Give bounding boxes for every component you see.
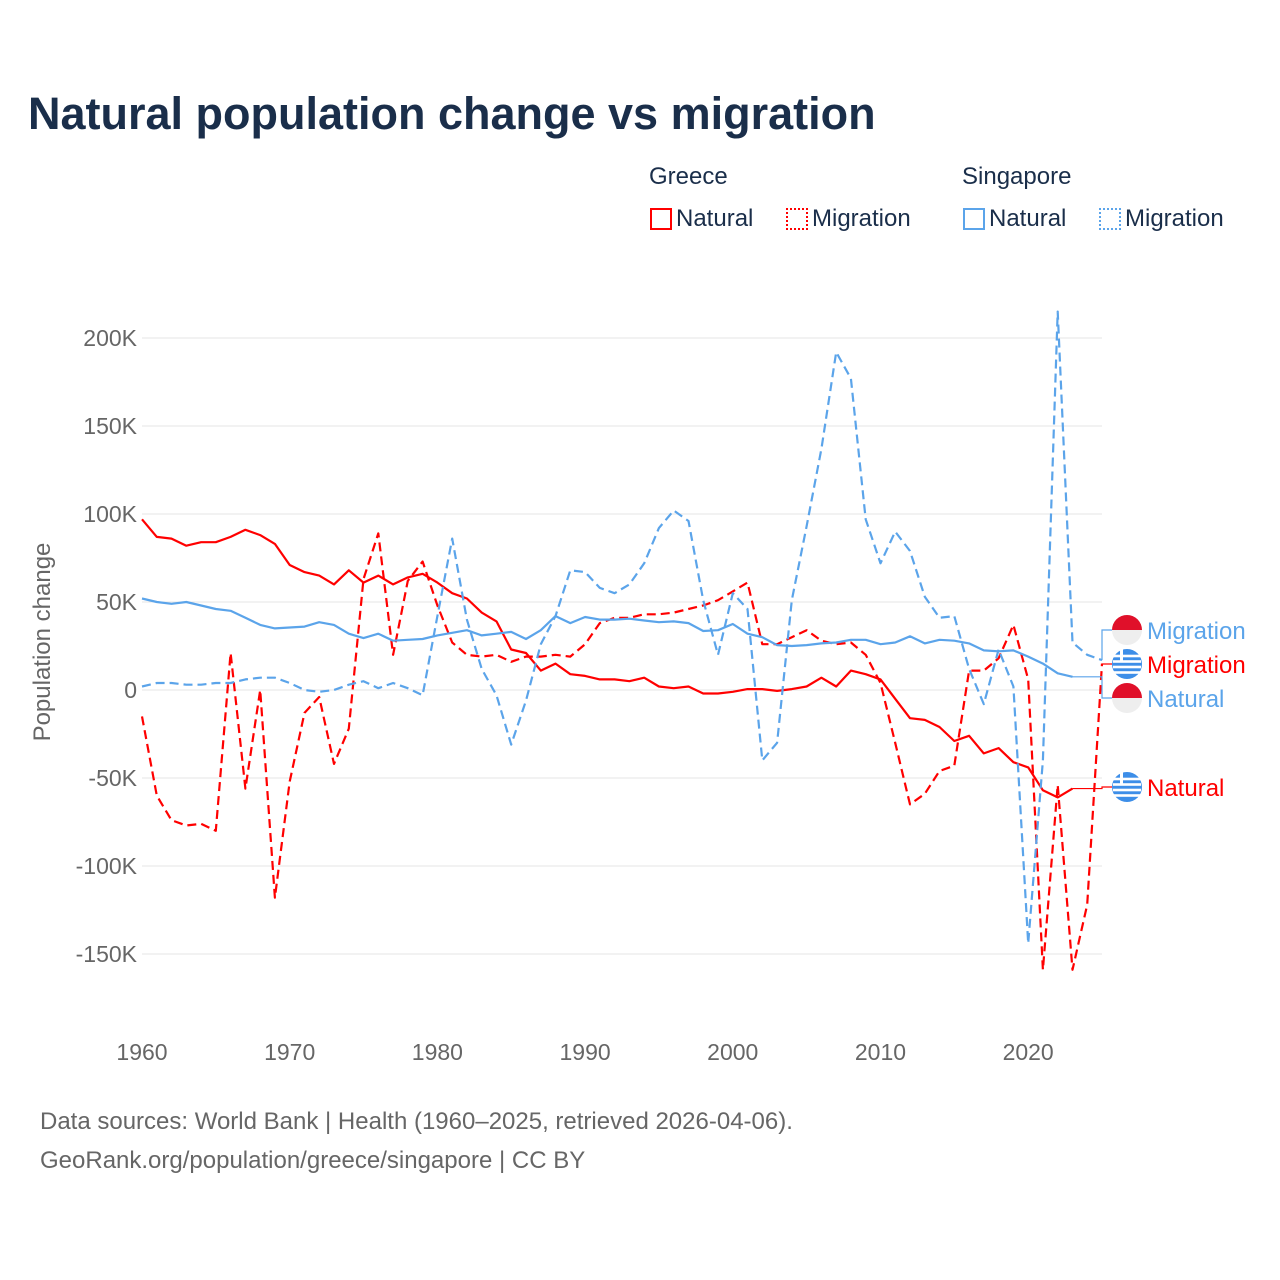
x-tick-label: 1980 — [412, 1039, 463, 1065]
flag-red-half — [1112, 615, 1142, 630]
end-label-text: Migration — [1147, 652, 1246, 679]
legend-group-singapore: Singapore — [962, 163, 1072, 190]
flag-cross — [1120, 772, 1123, 784]
solid-swatch-icon — [650, 208, 672, 230]
flag-cross — [1120, 649, 1123, 661]
end-label-connector — [1072, 676, 1112, 699]
singapore-flag-icon — [1112, 683, 1142, 713]
legend-group-greece: Greece — [649, 163, 728, 190]
y-tick-label: -100K — [76, 853, 138, 879]
dotted-swatch-icon — [1099, 208, 1121, 230]
legend-label: Migration — [1125, 205, 1224, 232]
y-tick-label: 150K — [83, 413, 137, 439]
flag-stripe — [1113, 671, 1141, 674]
series-line-singapore-migration — [141, 310, 1103, 945]
legend-greece-migration[interactable]: Migration — [786, 205, 911, 233]
greece-flag-icon — [1112, 772, 1142, 802]
x-tick-label: 2020 — [1003, 1039, 1054, 1065]
legend-label: Natural — [676, 205, 754, 232]
series-line-greece-natural — [141, 518, 1074, 799]
x-tick-label: 1990 — [559, 1039, 610, 1065]
legend-singapore-natural[interactable]: Natural — [963, 205, 1066, 233]
y-axis-label: Population change — [29, 543, 56, 742]
singapore-flag-icon — [1112, 615, 1142, 645]
end-label-text: Natural — [1147, 775, 1224, 802]
series-line-greece-migration — [140, 532, 1104, 971]
flag-stripe — [1113, 788, 1141, 792]
flag-stripe — [1113, 794, 1141, 797]
legend-greece-natural[interactable]: Natural — [650, 205, 753, 233]
y-tick-label: 100K — [83, 501, 137, 527]
source-line-1: Data sources: World Bank | Health (1960–… — [40, 1108, 793, 1135]
y-tick-label: 200K — [83, 325, 137, 351]
legend-singapore-migration[interactable]: Migration — [1099, 205, 1224, 233]
y-tick-label: -150K — [76, 941, 138, 967]
end-label-connector — [1101, 629, 1112, 661]
flag-red-half — [1112, 683, 1142, 698]
flag-bg — [1112, 649, 1142, 679]
flag-stripe — [1113, 777, 1141, 781]
chart-title: Natural population change vs migration — [28, 88, 876, 139]
end-label-connector — [1072, 786, 1112, 790]
flag-stripe — [1113, 654, 1141, 658]
flag-stripe — [1113, 660, 1141, 663]
x-tick-label: 1970 — [264, 1039, 315, 1065]
flag-bg — [1112, 772, 1142, 802]
x-tick-label: 2000 — [707, 1039, 758, 1065]
y-tick-label: -50K — [88, 765, 137, 791]
dotted-swatch-icon — [786, 208, 808, 230]
legend-label: Migration — [812, 205, 911, 232]
source-line-2[interactable]: GeoRank.org/population/greece/singapore … — [40, 1147, 586, 1174]
x-tick-label: 1960 — [116, 1039, 167, 1065]
solid-swatch-icon — [963, 208, 985, 230]
y-tick-label: 50K — [96, 589, 138, 615]
end-label-text: Natural — [1147, 686, 1224, 713]
x-tick-label: 2010 — [855, 1039, 906, 1065]
end-label-text: Migration — [1147, 618, 1246, 645]
greece-flag-icon — [1112, 649, 1142, 679]
flag-stripe — [1113, 783, 1141, 786]
flag-stripe — [1113, 665, 1141, 669]
series-line-singapore-natural — [141, 597, 1073, 678]
legend-label: Natural — [989, 205, 1067, 232]
y-tick-label: 0 — [124, 677, 137, 703]
